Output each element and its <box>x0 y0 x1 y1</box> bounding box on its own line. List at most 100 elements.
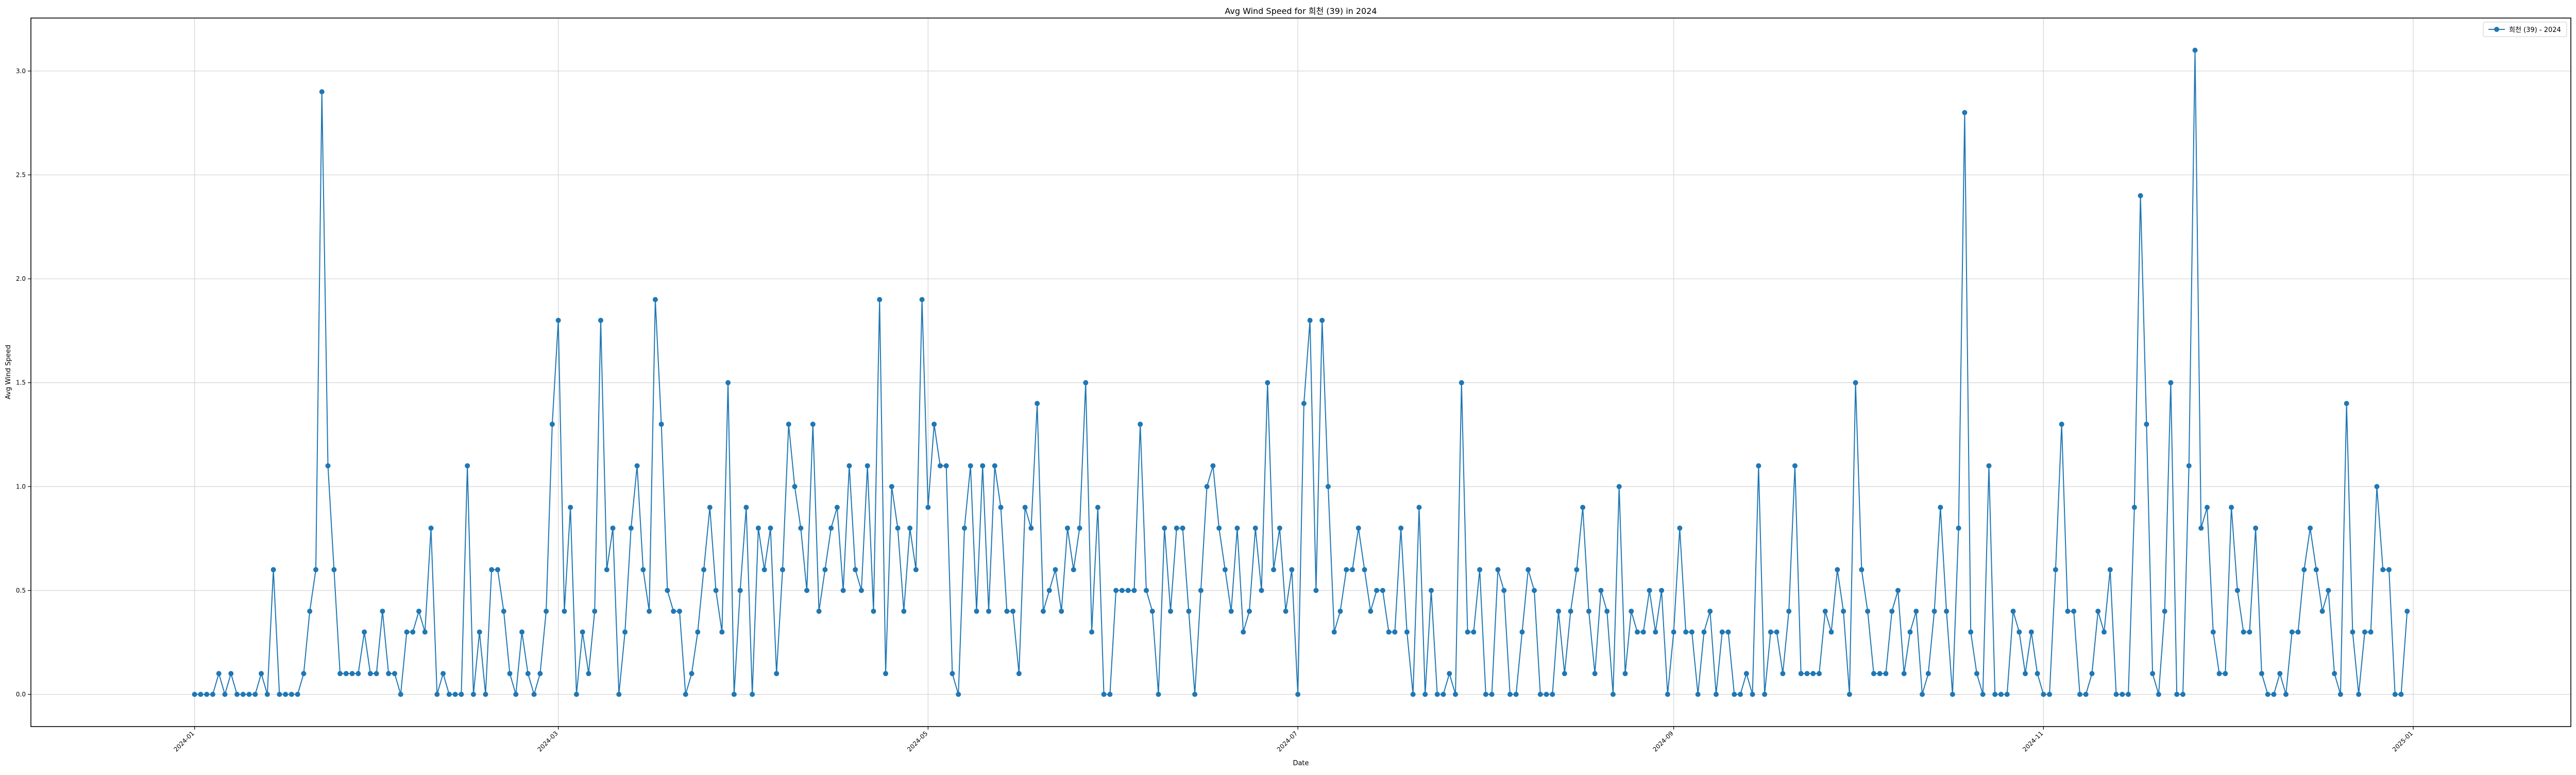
data-point <box>1216 525 1222 531</box>
legend-marker <box>2494 27 2499 32</box>
data-point <box>1683 629 1689 635</box>
data-point <box>1786 609 1792 614</box>
data-point <box>544 609 549 614</box>
data-point <box>1277 525 1282 531</box>
data-point <box>1028 525 1034 531</box>
data-point <box>2356 692 2362 697</box>
x-tick-label: 2024-05 <box>906 730 929 753</box>
data-point <box>780 567 785 572</box>
data-point <box>980 463 986 468</box>
data-point <box>1022 504 1028 510</box>
y-tick-label: 0.0 <box>16 691 26 698</box>
data-point <box>1119 587 1125 593</box>
data-point <box>1489 692 1495 697</box>
data-point <box>301 671 307 677</box>
data-point <box>1901 671 1907 677</box>
data-point <box>1841 609 1846 614</box>
data-point <box>555 317 561 323</box>
x-tick-label: 2024-09 <box>1651 730 1674 753</box>
data-point <box>2168 380 2174 385</box>
data-point <box>1768 629 1773 635</box>
data-point <box>665 587 670 593</box>
x-tick-label: 2024-01 <box>172 730 195 753</box>
data-point <box>1980 692 1986 697</box>
data-point <box>871 609 876 614</box>
data-point <box>2198 525 2204 531</box>
data-point <box>2308 525 2313 531</box>
data-point <box>2326 587 2331 593</box>
data-point <box>671 609 676 614</box>
data-point <box>1283 609 1289 614</box>
data-point <box>2077 692 2082 697</box>
data-point <box>270 567 276 572</box>
grid-lines <box>31 18 2571 727</box>
data-point <box>1301 400 1307 406</box>
data-point <box>1738 692 1743 697</box>
data-point <box>1604 609 1610 614</box>
data-point <box>410 629 416 635</box>
data-point <box>1362 567 1367 572</box>
data-point <box>804 587 810 593</box>
data-point <box>1398 525 1404 531</box>
data-point <box>1671 629 1676 635</box>
data-point <box>1101 692 1107 697</box>
data-point <box>1895 587 1901 593</box>
x-tick-label: 2024-03 <box>536 730 559 753</box>
data-point <box>2301 567 2307 572</box>
data-point <box>1762 692 1768 697</box>
data-point <box>1416 504 1422 510</box>
data-point <box>459 692 464 697</box>
data-point <box>786 422 791 427</box>
data-point <box>2247 629 2252 635</box>
data-point <box>858 587 864 593</box>
data-point <box>652 297 658 302</box>
data-point <box>1713 692 1719 697</box>
data-point <box>1507 692 1513 697</box>
data-point <box>2259 671 2264 677</box>
data-point <box>1465 629 1470 635</box>
data-point <box>840 587 846 593</box>
data-point <box>1143 587 1149 593</box>
data-point <box>2392 692 2398 697</box>
data-point <box>1774 629 1780 635</box>
data-point <box>264 692 270 697</box>
data-point <box>349 671 355 677</box>
data-point <box>1998 692 2004 697</box>
data-point <box>743 504 749 510</box>
data-point <box>719 629 725 635</box>
data-point <box>1459 380 1464 385</box>
data-point <box>1659 587 1665 593</box>
data-point <box>1410 692 1416 697</box>
data-point <box>1331 629 1337 635</box>
data-point <box>1035 400 1040 406</box>
data-point <box>2216 671 2222 677</box>
data-point <box>2065 609 2071 614</box>
data-point <box>1574 567 1580 572</box>
data-point <box>234 692 240 697</box>
data-point <box>337 671 343 677</box>
data-point <box>968 463 973 468</box>
data-point <box>277 692 282 697</box>
data-point <box>2234 587 2240 593</box>
data-point <box>2089 671 2095 677</box>
data-point <box>2095 609 2101 614</box>
data-point <box>1186 609 1192 614</box>
data-point <box>1907 629 1913 635</box>
data-point <box>428 525 434 531</box>
data-point <box>422 629 428 635</box>
data-point <box>465 463 470 468</box>
data-point <box>919 297 925 302</box>
legend: 희천 (39) - 2024 <box>2483 22 2567 37</box>
data-point <box>1192 692 1198 697</box>
data-point <box>1974 671 1979 677</box>
data-point <box>1222 567 1228 572</box>
y-axis-label: Avg Wind Speed <box>5 345 12 399</box>
data-point <box>998 504 1004 510</box>
data-point <box>1519 629 1525 635</box>
data-point <box>1931 609 1937 614</box>
data-point <box>2253 525 2259 531</box>
data-point <box>1817 671 1822 677</box>
data-point <box>1241 629 1246 635</box>
data-point <box>1198 587 1204 593</box>
data-point <box>1265 380 1270 385</box>
